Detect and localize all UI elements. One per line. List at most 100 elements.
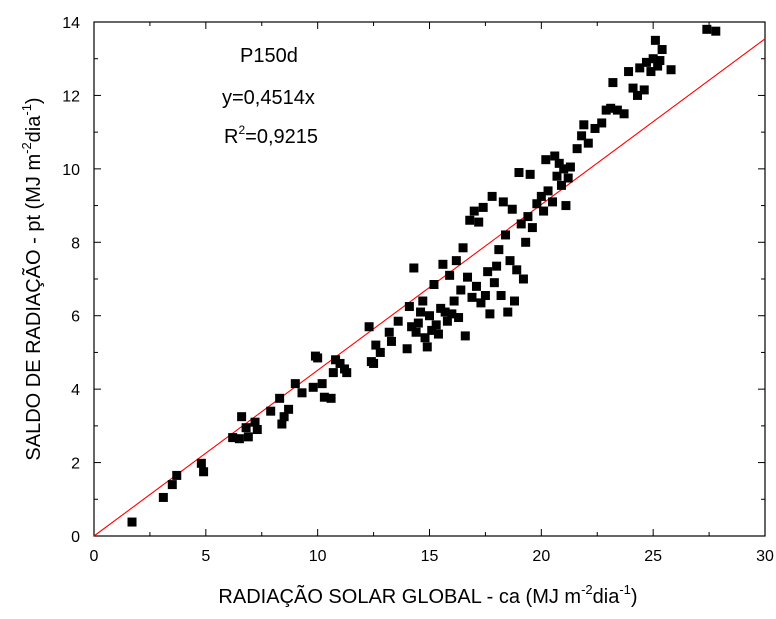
- data-point: [158, 492, 168, 502]
- x-axis-title: RADIAÇÃO SOLAR GLOBAL - ca (MJ m-2dia-1): [218, 582, 637, 608]
- data-point: [326, 393, 336, 403]
- data-point: [494, 245, 504, 255]
- y-axis-title-end: ): [23, 97, 45, 104]
- data-point: [313, 353, 323, 363]
- data-point: [471, 281, 481, 291]
- data-point: [532, 199, 542, 209]
- data-point: [492, 261, 502, 271]
- annotation-equation: y=0,4514x: [222, 87, 315, 109]
- data-point: [416, 307, 426, 317]
- data-point: [608, 78, 618, 88]
- y-axis-title-sup2: -1: [19, 104, 34, 116]
- data-point: [413, 318, 423, 328]
- data-point: [237, 412, 247, 422]
- data-point: [516, 219, 526, 229]
- data-point: [478, 202, 488, 212]
- data-point: [525, 169, 535, 179]
- x-axis-title-mid: dia: [593, 586, 621, 608]
- data-point: [422, 342, 432, 352]
- data-point: [543, 186, 553, 196]
- data-point: [521, 237, 531, 247]
- data-point: [297, 388, 307, 398]
- data-point: [172, 470, 182, 480]
- data-point: [666, 65, 676, 75]
- data-point: [474, 217, 484, 227]
- data-point: [624, 67, 634, 77]
- data-point: [411, 327, 421, 337]
- data-point: [460, 331, 470, 341]
- data-point: [317, 379, 327, 389]
- data-point: [290, 379, 300, 389]
- data-point: [489, 278, 499, 288]
- x-axis-title-main: RADIAÇÃO SOLAR GLOBAL - ca (MJ m: [218, 584, 581, 608]
- data-point: [467, 292, 477, 302]
- data-point: [386, 336, 396, 346]
- data-point: [440, 307, 450, 317]
- x-tick-label: 5: [201, 548, 210, 565]
- data-point: [275, 393, 285, 403]
- x-tick-label: 15: [421, 548, 439, 565]
- data-point: [641, 57, 651, 67]
- r2-label: R: [224, 126, 238, 148]
- data-point: [554, 158, 564, 168]
- data-point: [442, 316, 452, 326]
- data-point: [561, 201, 571, 211]
- data-point: [648, 54, 658, 64]
- data-point: [505, 256, 515, 266]
- data-point: [384, 327, 394, 337]
- data-points: [127, 24, 721, 527]
- data-point: [498, 197, 508, 207]
- data-point: [284, 404, 294, 414]
- data-point: [657, 45, 667, 55]
- data-point: [633, 90, 643, 100]
- data-point: [463, 272, 473, 282]
- data-point: [196, 458, 206, 468]
- tick-labels: 0 5 10 15 20 25 30 0 2 4 6 8 10 12 14: [62, 15, 774, 565]
- data-point: [402, 344, 412, 354]
- data-point: [456, 285, 466, 295]
- data-point: [308, 382, 318, 392]
- x-axis-title-sup1: -2: [581, 582, 593, 597]
- data-point: [277, 419, 287, 429]
- annotation-title: P150d: [240, 45, 298, 67]
- data-point: [465, 215, 475, 225]
- data-point: [418, 296, 428, 306]
- data-point: [369, 358, 379, 368]
- data-point: [469, 206, 479, 216]
- data-point: [639, 85, 649, 95]
- data-point: [579, 120, 589, 130]
- y-axis-title: SALDO DE RADIAÇÃO - pt (MJ m-2dia-1): [19, 97, 45, 460]
- data-point: [438, 259, 448, 269]
- y-tick-label: 6: [71, 309, 80, 326]
- data-point: [556, 180, 566, 190]
- data-point: [445, 270, 455, 280]
- data-point: [552, 171, 562, 181]
- y-axis-title-sup1: -2: [19, 142, 34, 154]
- data-point: [420, 333, 430, 343]
- data-point: [635, 63, 645, 73]
- data-point: [375, 347, 385, 357]
- data-point: [407, 322, 417, 332]
- data-point: [328, 368, 338, 378]
- data-point: [447, 309, 457, 319]
- y-tick-label: 10: [62, 162, 80, 179]
- data-point: [536, 191, 546, 201]
- data-point: [563, 173, 573, 183]
- data-point: [702, 24, 712, 34]
- data-point: [548, 197, 558, 207]
- y-tick-label: 2: [71, 456, 80, 473]
- data-point: [487, 191, 497, 201]
- data-point: [514, 168, 524, 178]
- data-point: [539, 206, 549, 216]
- data-point: [523, 212, 533, 222]
- data-point: [371, 340, 381, 350]
- r2-value: =0,9215: [245, 126, 318, 148]
- y-tick-label: 8: [71, 235, 80, 252]
- data-point: [243, 432, 253, 442]
- y-tick-label: 4: [71, 382, 80, 399]
- x-tick-label: 25: [644, 548, 662, 565]
- x-tick-label: 20: [532, 548, 550, 565]
- y-tick-label: 14: [62, 15, 80, 32]
- x-tick-label: 30: [756, 548, 774, 565]
- data-point: [393, 316, 403, 326]
